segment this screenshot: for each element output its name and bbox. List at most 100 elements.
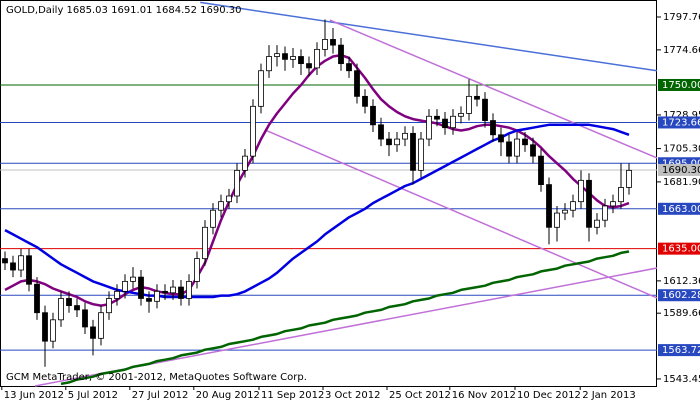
level-label: 1750.00	[662, 80, 700, 91]
candle-body	[274, 53, 280, 57]
candle-body	[322, 39, 328, 50]
candle-body	[506, 141, 512, 157]
x-tick-label: 10 Dec 2012	[517, 390, 581, 401]
level-label-box	[658, 289, 700, 302]
footer: GCM MetaTrader, © 2001-2012, MetaQuotes …	[6, 372, 307, 383]
candle-body	[82, 309, 88, 328]
candle-body	[562, 209, 568, 214]
candle-body	[330, 39, 336, 46]
candle-body	[66, 298, 72, 306]
candle-body	[50, 319, 56, 342]
candle-body	[194, 258, 200, 282]
level-label-box	[658, 116, 700, 129]
candle-body	[410, 132, 416, 171]
candle-body	[154, 290, 160, 302]
candle-body	[258, 70, 264, 107]
candle-body	[186, 280, 192, 299]
candle-body	[346, 63, 352, 72]
candle-body	[242, 155, 248, 171]
level-label-box	[658, 78, 700, 91]
candle-body	[442, 118, 448, 129]
candle-body	[450, 115, 456, 129]
candle-body	[170, 286, 176, 294]
candle-body	[178, 286, 184, 299]
level-label: 1635.00	[662, 244, 700, 255]
y-tick-label: 1774.66	[663, 45, 700, 56]
y-tick-label: 1589.66	[663, 308, 700, 319]
candle-body	[578, 179, 584, 203]
candle-body	[74, 305, 80, 311]
candle-body	[266, 56, 272, 72]
y-tick-label: 1681.90	[663, 177, 700, 188]
candle-body	[386, 138, 392, 146]
candle-body	[2, 258, 8, 264]
trendline	[200, 1, 658, 72]
candle-body	[210, 209, 216, 228]
candle-body	[218, 201, 224, 211]
candle-body	[490, 120, 496, 136]
candle-body	[538, 155, 544, 186]
plot-area	[0, 1, 658, 387]
candle-body	[162, 290, 168, 294]
candle-body	[298, 56, 304, 65]
candle-body	[530, 144, 536, 157]
trendline	[329, 19, 658, 159]
trendline	[264, 129, 658, 299]
candle-body	[378, 124, 384, 140]
x-tick-label: 11 Sep 2012	[261, 390, 324, 401]
level-label: 1695.00	[662, 158, 700, 169]
candle-body	[338, 44, 344, 65]
candle-body	[130, 276, 136, 282]
candle-body	[618, 187, 624, 203]
candle-body	[586, 179, 592, 228]
candle-body	[546, 184, 552, 228]
candle-body	[418, 138, 424, 171]
candle-body	[306, 63, 312, 69]
level-label: 1690.30	[662, 165, 700, 176]
candle-body	[106, 298, 112, 314]
level-label-box	[658, 163, 700, 176]
candle-body	[226, 195, 232, 203]
candle-body	[514, 138, 520, 157]
candle-body	[594, 219, 600, 228]
y-tick-label: 1543.45	[663, 374, 700, 385]
candle-body	[570, 201, 576, 211]
x-tick-label: 3 Oct 2012	[325, 390, 380, 401]
level-label: 1602.28	[662, 290, 700, 301]
x-tick-label: 20 Aug 2012	[196, 390, 260, 401]
y-tick-label: 1797.76	[663, 12, 700, 23]
candle-body	[90, 326, 96, 339]
candle-body	[10, 262, 16, 271]
candle-body	[394, 138, 400, 146]
candle-body	[114, 290, 120, 299]
x-tick-label: 2 Jan 2013	[582, 390, 636, 401]
candle-body	[290, 56, 296, 60]
candle-body	[498, 134, 504, 143]
candle-body	[138, 276, 144, 299]
candle-body	[434, 115, 440, 120]
candle-body	[122, 280, 128, 292]
candle-body	[250, 105, 256, 157]
candle-body	[202, 226, 208, 260]
candle-body	[482, 98, 488, 121]
candle-body	[234, 169, 240, 197]
candle-body	[282, 53, 288, 60]
level-label-box	[658, 202, 700, 215]
candle-body	[146, 298, 152, 302]
candle-body	[18, 255, 24, 271]
y-tick-label: 1728.95	[663, 110, 700, 121]
level-label-box	[658, 242, 700, 255]
candle-body	[362, 95, 368, 107]
candle-body	[426, 115, 432, 140]
level-label: 1663.00	[662, 204, 700, 215]
x-tick-label: 5 Jul 2012	[68, 390, 118, 401]
candle-body	[458, 113, 464, 117]
candle-body	[522, 138, 528, 146]
candle-body	[34, 283, 40, 314]
candle-body	[626, 169, 632, 188]
candle-body	[26, 255, 32, 285]
candle-body	[610, 201, 616, 207]
y-tick-label: 1705.30	[663, 144, 700, 155]
x-tick-label: 16 Nov 2012	[452, 390, 516, 401]
